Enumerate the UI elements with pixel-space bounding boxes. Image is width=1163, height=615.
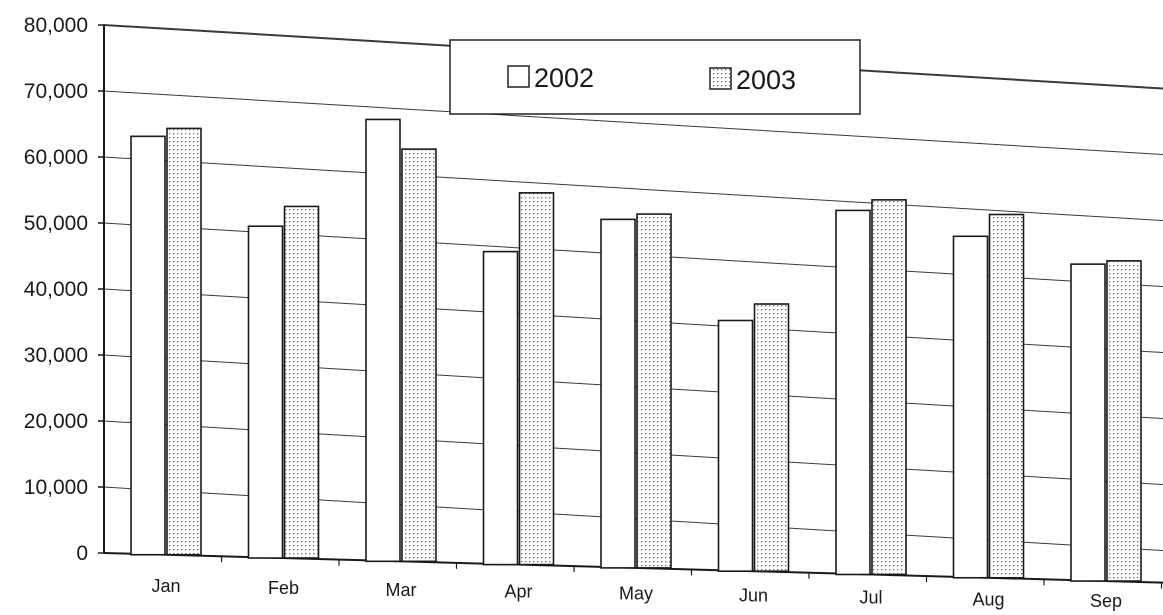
y-tick-label: 20,000 (24, 410, 88, 433)
bar-2002-sep (1070, 263, 1106, 582)
gridline (103, 156, 1163, 222)
legend-label-2002: 2002 (534, 63, 594, 93)
y-tick-label: 60,000 (24, 146, 88, 169)
y-tick-label: 80,000 (24, 14, 88, 37)
bar-2003-sep (1106, 260, 1142, 582)
bar-2002-apr (482, 250, 519, 566)
category-label-feb: Feb (268, 578, 299, 598)
bar-2003-apr (518, 192, 555, 566)
bar-2003-may (636, 213, 672, 569)
gridline (103, 90, 1163, 156)
bar-2002-feb (247, 225, 284, 559)
bar-2003-jun (753, 303, 790, 572)
y-tick-label: 0 (76, 542, 88, 565)
legend-swatch-2002 (507, 65, 530, 88)
x-category-labels: Jan Feb Mar Apr May Jun Jul Aug Sep (151, 576, 1122, 611)
bar-2002-jul (835, 209, 871, 576)
category-label-jan: Jan (151, 576, 180, 596)
y-tick-labels: 0 10,000 20,000 30,000 40,000 50,000 60,000 70,… (24, 14, 88, 565)
legend-label-2003: 2003 (736, 65, 796, 95)
category-label-jul: Jul (859, 587, 882, 607)
category-label-may: May (619, 584, 653, 604)
category-label-apr: Apr (504, 582, 532, 602)
bars (130, 118, 1142, 582)
y-tick-label: 10,000 (24, 476, 88, 499)
category-label-aug: Aug (972, 589, 1004, 609)
y-tick-label: 50,000 (24, 212, 88, 235)
category-label-sep: Sep (1090, 591, 1122, 611)
bar-2002-mar (365, 118, 401, 563)
bar-2003-jan (166, 127, 202, 556)
legend-swatch-2003 (709, 67, 732, 90)
bar-2002-may (600, 218, 636, 569)
bar-2003-feb (283, 205, 320, 559)
bar-2002-jun (717, 319, 754, 572)
bar-2003-mar (401, 148, 437, 563)
category-label-mar: Mar (386, 580, 417, 600)
bar-2002-aug (952, 235, 989, 579)
bar-2002-jan (130, 135, 166, 556)
y-tick-label: 30,000 (24, 344, 88, 367)
bar-2003-jul (871, 199, 907, 576)
y-tick-label: 70,000 (24, 80, 88, 103)
y-tick-label: 40,000 (24, 278, 88, 301)
legend: 2002 2003 (449, 39, 861, 115)
bar-2003-aug (988, 213, 1025, 579)
category-label-jun: Jun (739, 586, 768, 606)
